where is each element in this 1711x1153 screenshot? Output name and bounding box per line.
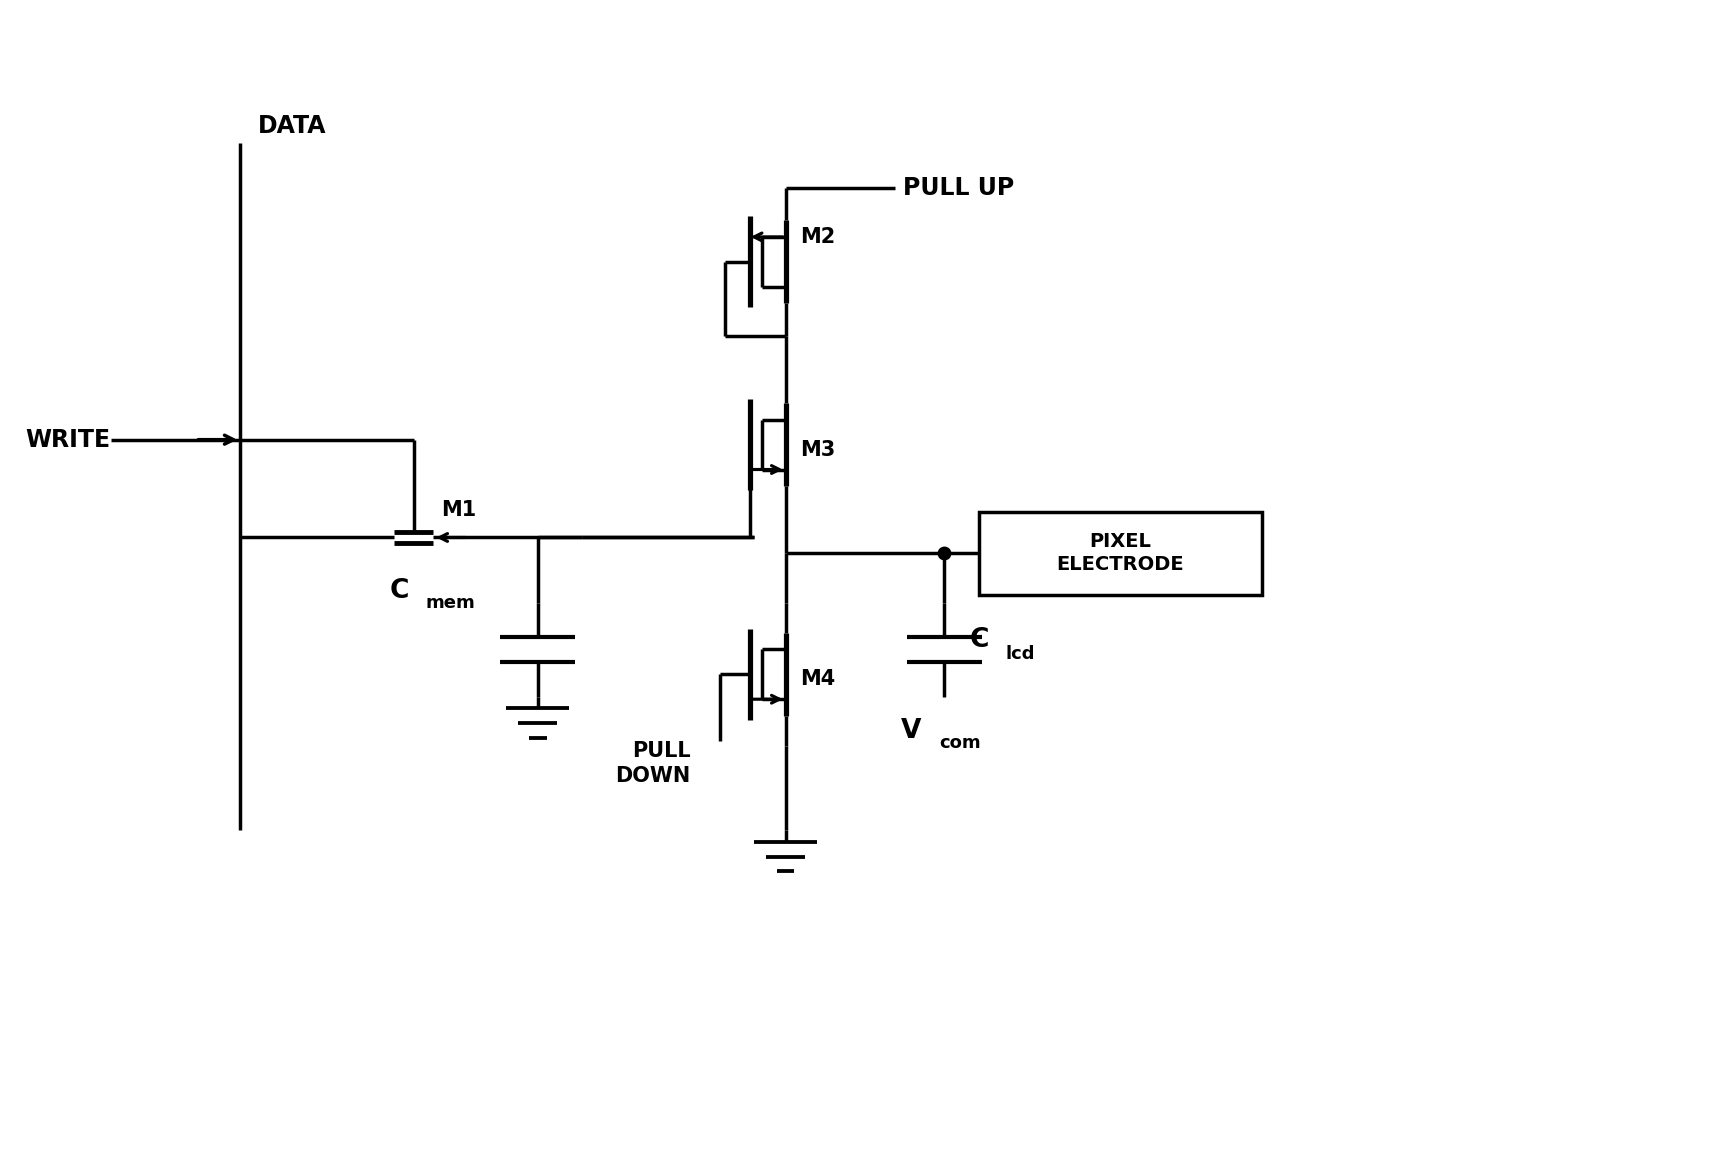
Bar — [979, 512, 1261, 595]
Text: M4: M4 — [801, 669, 835, 689]
Text: $\mathbf{V}$: $\mathbf{V}$ — [900, 718, 922, 744]
Text: M3: M3 — [801, 439, 835, 460]
Text: M1: M1 — [441, 499, 477, 520]
Text: com: com — [939, 734, 980, 752]
Text: DATA: DATA — [258, 114, 327, 138]
Text: PULL
DOWN: PULL DOWN — [614, 741, 690, 786]
Text: PULL UP: PULL UP — [903, 175, 1015, 199]
Text: $\mathbf{C}$: $\mathbf{C}$ — [388, 578, 409, 604]
Text: M2: M2 — [801, 227, 835, 247]
Text: WRITE: WRITE — [24, 428, 110, 452]
Text: PIXEL
ELECTRODE: PIXEL ELECTRODE — [1056, 533, 1184, 574]
Text: lcd: lcd — [1006, 645, 1035, 663]
Text: $\mathbf{C}$: $\mathbf{C}$ — [968, 627, 989, 653]
Text: mem: mem — [426, 594, 476, 612]
